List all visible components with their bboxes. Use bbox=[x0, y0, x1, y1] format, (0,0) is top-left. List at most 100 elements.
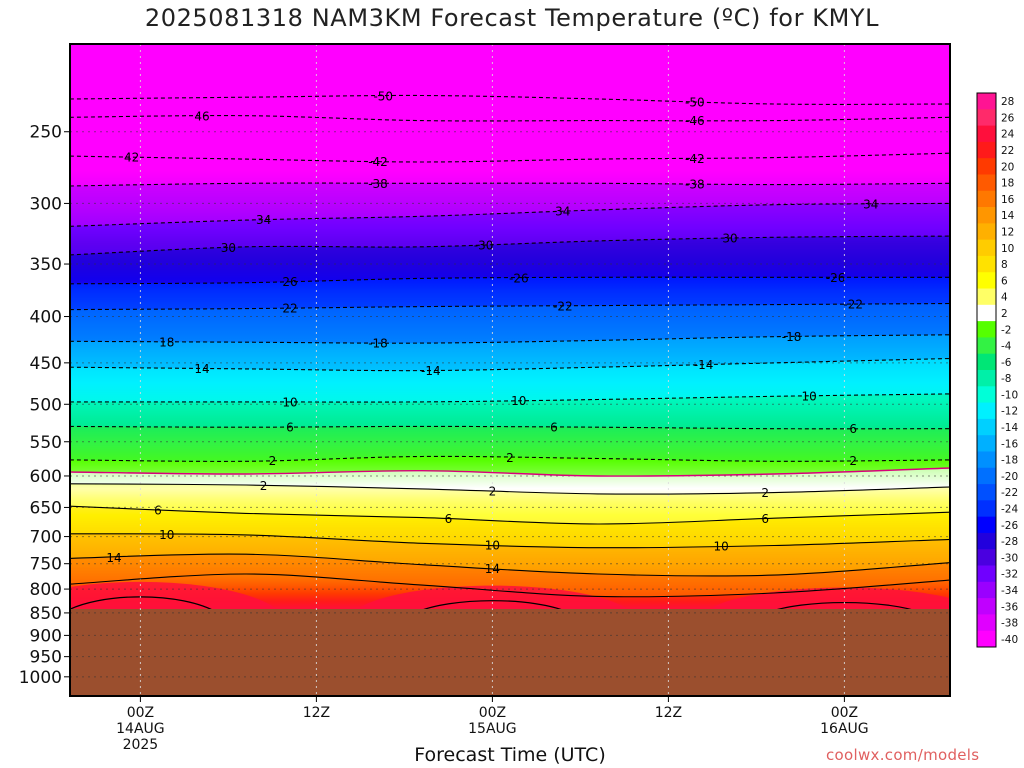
isotherm-contours bbox=[70, 94, 950, 598]
isotherm-label: -38 bbox=[685, 178, 705, 192]
colorbar-label: 18 bbox=[1001, 178, 1014, 190]
y-tick-label: 550 bbox=[30, 433, 62, 453]
colorbar-label: -26 bbox=[1001, 520, 1018, 532]
temperature-band bbox=[70, 506, 950, 548]
isotherm-label: 30 bbox=[722, 232, 737, 246]
y-tick-label: 600 bbox=[30, 467, 62, 487]
temperature-band bbox=[70, 303, 950, 344]
colorbar-swatch bbox=[977, 565, 996, 583]
isotherm-label: 2 bbox=[489, 484, 497, 498]
page-title: 2025081318 NAM3KM Forecast Temperature (… bbox=[144, 4, 880, 32]
y-tick-label: 1000 bbox=[19, 668, 62, 688]
colorbar-swatch bbox=[977, 207, 996, 224]
isotherm-label: 10 bbox=[485, 539, 500, 553]
colorbar-swatch bbox=[977, 239, 996, 257]
plot-frame bbox=[69, 43, 951, 697]
colorbar-swatch bbox=[977, 370, 996, 387]
x-axis-title: Forecast Time (UTC) bbox=[414, 744, 606, 766]
colorbar-swatch bbox=[977, 516, 996, 534]
colorbar-label: 20 bbox=[1001, 161, 1014, 173]
y-tick-label: 650 bbox=[30, 498, 62, 518]
colorbar-label: -30 bbox=[1001, 552, 1018, 564]
isotherm-label: -46 bbox=[685, 114, 705, 128]
isotherm-label: 2 bbox=[506, 451, 514, 465]
isotherm-freezing-line bbox=[70, 467, 950, 477]
isotherm-label: 6 bbox=[445, 512, 453, 526]
isotherm-label: -18 bbox=[368, 336, 388, 350]
colorbar-swatch bbox=[977, 190, 996, 208]
colorbar-swatch bbox=[977, 109, 996, 126]
colorbar-swatch bbox=[977, 272, 996, 289]
isotherm-label: 34 bbox=[555, 205, 570, 219]
warm-core bbox=[351, 585, 634, 613]
colorbar-label: -36 bbox=[1001, 601, 1018, 613]
colorbar-label: -2 bbox=[1001, 324, 1011, 336]
temperature-band bbox=[70, 153, 950, 186]
y-tick-label: 800 bbox=[30, 580, 62, 600]
x-tick-label: 00Z bbox=[127, 705, 154, 721]
colorbar-label: -24 bbox=[1001, 504, 1018, 516]
x-tick-label: 15AUG bbox=[468, 721, 517, 737]
colorbar-swatch bbox=[977, 418, 996, 436]
isotherm-line bbox=[70, 573, 950, 598]
y-tick-label: 750 bbox=[30, 555, 62, 575]
isotherm-label: 46 bbox=[194, 110, 209, 124]
y-tick-label: 400 bbox=[30, 308, 62, 328]
colorbar-label: 26 bbox=[1001, 112, 1015, 124]
isotherm-label: -38 bbox=[368, 177, 388, 191]
colorbar-swatch bbox=[977, 337, 996, 355]
isotherm-label: 10 bbox=[714, 540, 729, 554]
y-tick-label: 450 bbox=[30, 354, 62, 374]
colorbar-swatch bbox=[977, 532, 996, 550]
isotherm-label: 2 bbox=[269, 454, 277, 468]
isotherm-label: 14 bbox=[485, 562, 500, 576]
x-tick-label: 12Z bbox=[303, 705, 330, 721]
colorbar-swatch bbox=[977, 93, 996, 110]
colorbar-swatch bbox=[977, 451, 996, 469]
colorbar-label: 8 bbox=[1001, 259, 1008, 271]
colorbar-label: -16 bbox=[1001, 438, 1018, 450]
colorbar-swatch bbox=[977, 435, 996, 452]
colorbar-swatch bbox=[977, 467, 996, 485]
isotherm-label: -42 bbox=[368, 155, 388, 169]
colorbar-label: -8 bbox=[1001, 373, 1011, 385]
temperature-band bbox=[70, 183, 950, 227]
colorbar-swatch bbox=[977, 549, 996, 566]
isotherm-label: -22 bbox=[843, 298, 863, 312]
warm-core-contour bbox=[414, 600, 571, 614]
isotherm-label: 2 bbox=[260, 479, 268, 493]
colorbar-label: 28 bbox=[1001, 96, 1014, 108]
warm-core bbox=[70, 581, 282, 613]
isotherm-label: -26 bbox=[826, 271, 846, 285]
colorbar-swatch bbox=[977, 255, 996, 273]
isotherm-label: 10 bbox=[511, 394, 526, 408]
isotherm-line bbox=[70, 533, 950, 549]
colorbar-swatch bbox=[977, 158, 996, 175]
temperature-band bbox=[70, 203, 950, 255]
colorbar-label: -22 bbox=[1001, 487, 1018, 499]
colorbar-label: -20 bbox=[1001, 471, 1018, 483]
isotherm-label: 10 bbox=[282, 395, 297, 409]
colorbar-swatch bbox=[977, 321, 996, 338]
temperature-band bbox=[70, 358, 950, 403]
temperature-bands bbox=[70, 95, 950, 597]
isotherm-label: -14 bbox=[421, 364, 441, 378]
temperature-band bbox=[70, 236, 950, 284]
colorbar-label: -28 bbox=[1001, 536, 1018, 548]
colorbar-label: 22 bbox=[1001, 145, 1014, 157]
colorbar-label: 6 bbox=[1001, 275, 1008, 287]
y-axis: 2503003504004505005506006507007508008509… bbox=[19, 123, 70, 688]
isotherm-label: 6 bbox=[154, 503, 162, 517]
colorbar-swatch bbox=[977, 141, 996, 159]
x-tick-label: 00Z bbox=[831, 705, 858, 721]
isotherm-label: 34 bbox=[863, 198, 878, 212]
isotherm-label: -42 bbox=[685, 152, 705, 166]
colorbar-swatch bbox=[977, 288, 996, 306]
isotherm-label: -14 bbox=[694, 358, 714, 372]
colorbar-swatch bbox=[977, 402, 996, 420]
y-tick-label: 350 bbox=[30, 255, 62, 275]
isotherm-label: -26 bbox=[509, 271, 529, 285]
isotherm-label: 26 bbox=[282, 275, 297, 289]
